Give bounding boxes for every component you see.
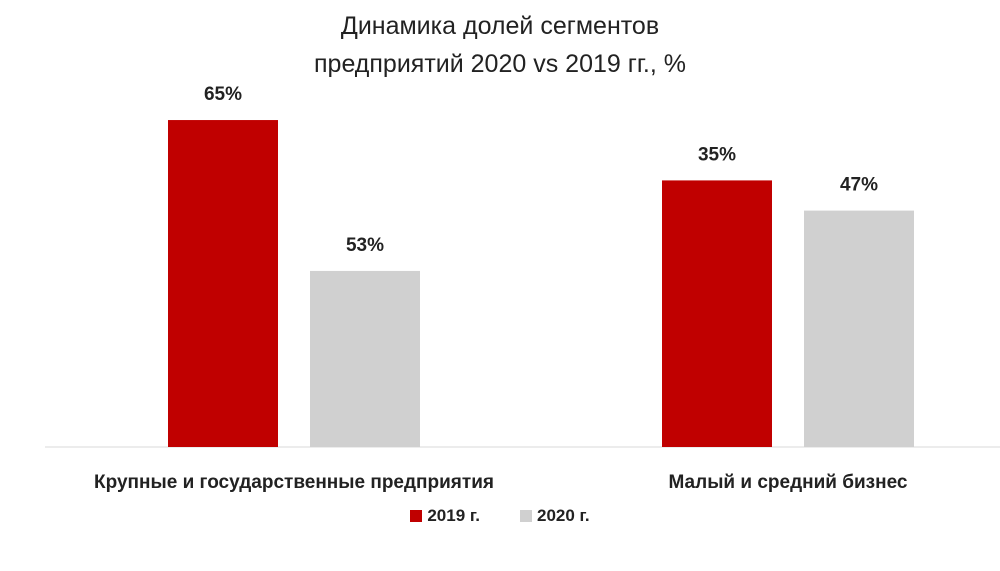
bar-2020-1 [804, 210, 914, 447]
chart-title-line-1: Динамика долей сегментов [340, 12, 660, 40]
data-label: 47% [840, 175, 878, 196]
legend: 2019 г. 2020 г. [0, 506, 1000, 526]
legend-label-2019: 2019 г. [427, 506, 480, 525]
legend-swatch-2020 [520, 510, 532, 522]
legend-item-2020: 2020 г. [520, 506, 590, 526]
bar-2019-1 [662, 180, 772, 447]
legend-item-2019: 2019 г. [410, 506, 480, 526]
data-label: 53% [346, 235, 384, 256]
legend-swatch-2019 [410, 510, 423, 522]
legend-label-2020: 2020 г. [537, 506, 590, 525]
x-tick-label: Крупные и государственные предприятия [94, 472, 494, 493]
x-tick-label: Малый и средний бизнес [669, 472, 908, 493]
bar-2020-0 [310, 270, 420, 447]
bar-2019-0 [168, 120, 278, 448]
chart-title-line-2: предприятий 2020 vs 2019 гг., % [314, 50, 686, 78]
data-label: 35% [698, 144, 736, 165]
data-label: 65% [204, 84, 242, 105]
